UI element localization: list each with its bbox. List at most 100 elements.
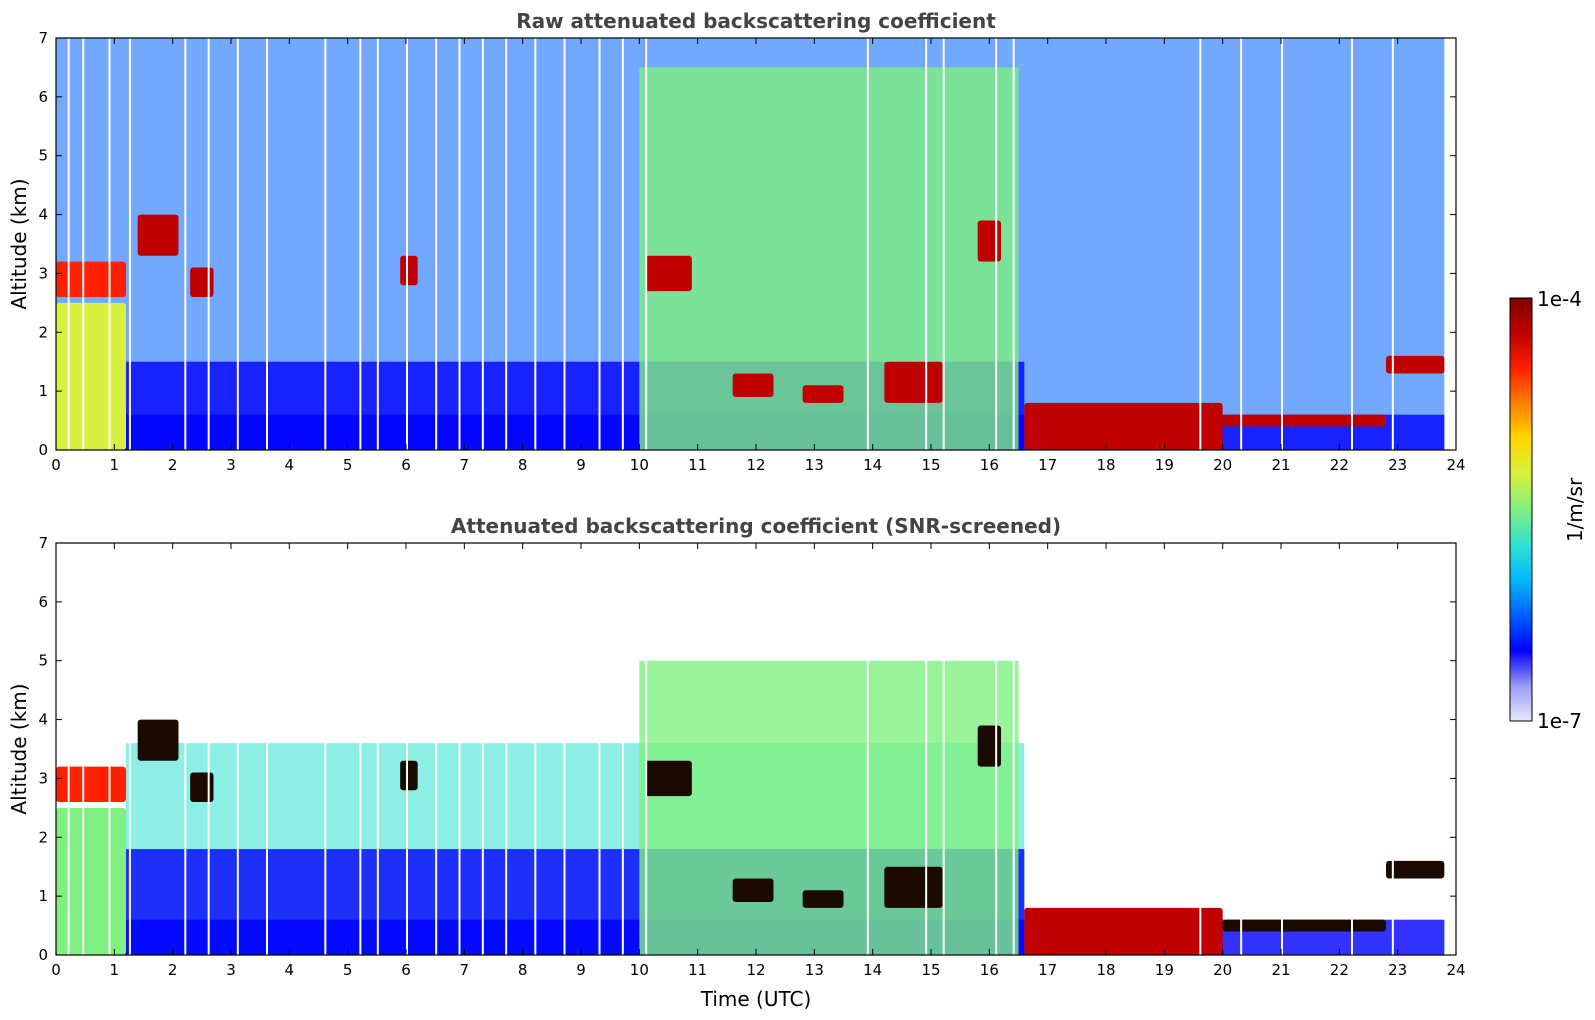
cloud-segment-snr bbox=[977, 725, 1001, 767]
data-gap-snr bbox=[1351, 543, 1353, 955]
signal-layer-snr bbox=[639, 660, 1019, 955]
cloud-segment-snr bbox=[884, 866, 943, 908]
heatmap-raw bbox=[56, 38, 1445, 450]
x-tick-label: 1 bbox=[110, 456, 120, 474]
cloud-segment-snr bbox=[1222, 919, 1386, 932]
x-tick-label: 10 bbox=[630, 961, 649, 979]
y-tick-label: 0 bbox=[38, 946, 48, 964]
data-gap-snr bbox=[1391, 543, 1394, 955]
x-tick-label: 5 bbox=[343, 456, 353, 474]
data-gap-snr bbox=[505, 543, 508, 955]
x-tick-label: 12 bbox=[746, 961, 765, 979]
x-tick-label: 24 bbox=[1446, 961, 1465, 979]
x-tick-label: 3 bbox=[226, 961, 236, 979]
x-tick-label: 5 bbox=[343, 961, 353, 979]
y-tick-label: 2 bbox=[38, 323, 48, 341]
x-tick-label: 8 bbox=[518, 456, 528, 474]
x-tick-label: 24 bbox=[1446, 456, 1465, 474]
data-gap-raw bbox=[598, 38, 601, 450]
y-tick-label: 6 bbox=[38, 593, 48, 611]
x-tick-label: 12 bbox=[746, 456, 765, 474]
data-gap-snr bbox=[621, 543, 624, 955]
cloud-segment-raw bbox=[137, 214, 179, 256]
x-tick-label: 13 bbox=[805, 961, 824, 979]
x-tick-label: 2 bbox=[168, 456, 178, 474]
cloud-segment-snr bbox=[732, 878, 774, 903]
cloud-segment-raw bbox=[977, 220, 1001, 262]
x-tick-label: 23 bbox=[1388, 961, 1407, 979]
x-tick-label: 22 bbox=[1330, 456, 1349, 474]
x-tick-label: 14 bbox=[863, 456, 882, 474]
data-gap-raw bbox=[1199, 38, 1202, 450]
cloud-segment-raw bbox=[1222, 414, 1386, 427]
cloud-segment-raw bbox=[56, 302, 126, 450]
data-gap-raw bbox=[184, 38, 187, 450]
chart-title-top: Raw attenuated backscattering coefficien… bbox=[516, 9, 996, 33]
data-gap-raw bbox=[207, 38, 210, 450]
data-gap-raw bbox=[645, 38, 648, 450]
x-axis-label: Time (UTC) bbox=[700, 987, 812, 1011]
y-tick-label: 4 bbox=[38, 711, 48, 729]
x-tick-label: 4 bbox=[285, 961, 295, 979]
data-gap-raw bbox=[359, 38, 362, 450]
x-tick-label: 22 bbox=[1330, 961, 1349, 979]
data-gap-snr bbox=[1240, 543, 1243, 955]
data-gap-raw bbox=[435, 38, 438, 450]
cloud-segment-raw bbox=[1024, 402, 1223, 450]
x-axis-ticks-bottom: 0 1 2 3 4 5 6 7 8 9 10 11 12 13 14 15 16 17 18 19 20 21 22 23 24 bbox=[51, 543, 1466, 979]
x-tick-label: 20 bbox=[1213, 456, 1232, 474]
x-tick-label: 17 bbox=[1038, 961, 1057, 979]
data-gap-raw bbox=[1240, 38, 1243, 450]
cloud-segment-snr bbox=[56, 766, 126, 802]
x-tick-label: 2 bbox=[168, 961, 178, 979]
data-gap-raw bbox=[67, 38, 70, 450]
data-gap-snr bbox=[324, 543, 327, 955]
data-gap-raw bbox=[481, 38, 484, 450]
data-gap-snr bbox=[376, 543, 379, 955]
data-gap-snr bbox=[942, 543, 945, 955]
x-axis-ticks-top: 0 1 2 3 4 5 6 7 8 9 10 11 12 13 14 15 16 17 18 19 20 21 22 23 24 bbox=[51, 38, 1466, 474]
y-tick-label: 4 bbox=[38, 206, 48, 224]
data-gap-snr bbox=[207, 543, 210, 955]
data-gap-raw bbox=[266, 38, 268, 450]
cloud-segment-raw bbox=[645, 255, 692, 292]
x-tick-label: 9 bbox=[576, 961, 586, 979]
data-gap-snr bbox=[266, 543, 268, 955]
data-gap-raw bbox=[1391, 38, 1394, 450]
data-gap-snr bbox=[995, 543, 998, 955]
data-gap-snr bbox=[458, 543, 461, 955]
x-tick-label: 8 bbox=[518, 961, 528, 979]
data-gap-raw bbox=[82, 38, 85, 450]
x-tick-label: 18 bbox=[1096, 456, 1115, 474]
data-gap-raw bbox=[236, 38, 239, 450]
cloud-segment-snr bbox=[190, 772, 214, 802]
x-tick-label: 20 bbox=[1213, 961, 1232, 979]
data-gap-raw bbox=[108, 38, 111, 450]
cloud-segment-raw bbox=[400, 255, 418, 286]
colorbar-units-label: 1/m/sr bbox=[1563, 477, 1587, 542]
data-gap-snr bbox=[645, 543, 648, 955]
data-gap-raw bbox=[324, 38, 327, 450]
data-gap-snr bbox=[359, 543, 362, 955]
colorbar-gradient bbox=[1509, 297, 1533, 722]
data-gap-snr bbox=[1012, 543, 1015, 955]
x-tick-label: 0 bbox=[51, 961, 61, 979]
data-gap-raw bbox=[376, 38, 379, 450]
y-tick-label: 1 bbox=[38, 887, 48, 905]
x-tick-label: 16 bbox=[980, 961, 999, 979]
data-gap-raw bbox=[995, 38, 998, 450]
data-gap-raw bbox=[866, 38, 869, 450]
panel-snr-screened: Attenuated backscattering coefficient (S… bbox=[7, 514, 1466, 1011]
data-gap-snr bbox=[67, 543, 70, 955]
data-gap-snr bbox=[1199, 543, 1202, 955]
x-tick-label: 19 bbox=[1155, 456, 1174, 474]
data-gap-snr bbox=[1281, 543, 1283, 955]
x-tick-label: 6 bbox=[401, 961, 411, 979]
data-gap-snr bbox=[534, 543, 537, 955]
panel-raw-backscatter: Raw attenuated backscattering coefficien… bbox=[7, 9, 1466, 474]
y-axis-ticks-top: 0 1 2 3 4 5 6 7 bbox=[38, 29, 1456, 459]
cloud-segment-raw bbox=[190, 267, 214, 297]
y-axis-label-bottom: Altitude (km) bbox=[7, 683, 31, 814]
